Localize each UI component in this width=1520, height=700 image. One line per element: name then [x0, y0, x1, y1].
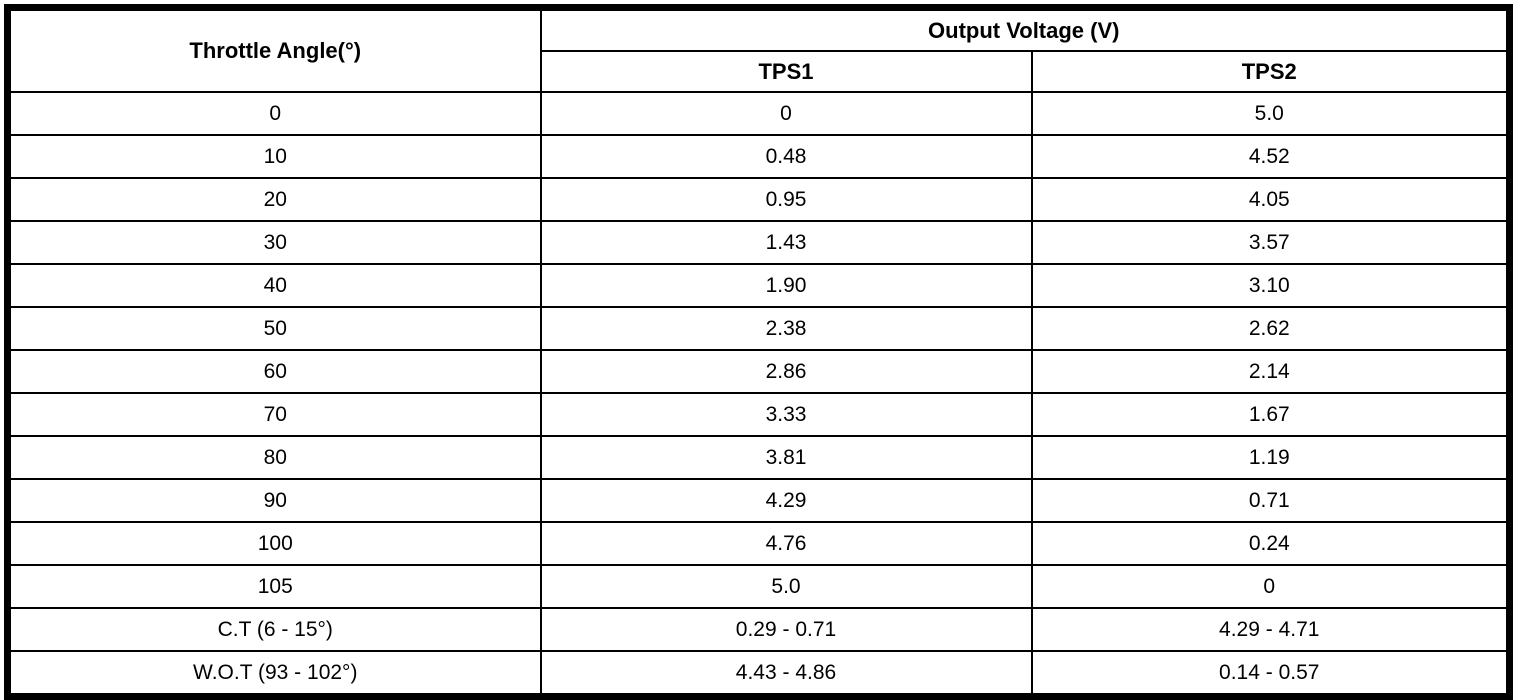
table-row: 40 1.90 3.10	[6, 263, 1511, 308]
table-body: 0 0 5.0 10 0.48 4.52 20 0.95 4.05 30 1.4…	[6, 91, 1511, 698]
cell-tps2: 4.29 - 4.71	[1030, 607, 1511, 652]
cell-tps2: 3.57	[1030, 220, 1511, 265]
table-row: 20 0.95 4.05	[6, 177, 1511, 222]
cell-throttle-angle: 105	[6, 564, 542, 609]
tps-voltage-spec-section: Throttle Angle(°) Output Voltage (V) TPS…	[4, 4, 1513, 700]
column-header-tps2: TPS2	[1030, 50, 1511, 93]
header-row-top: Throttle Angle(°) Output Voltage (V)	[6, 6, 1511, 93]
cell-tps2: 0	[1030, 564, 1511, 609]
cell-tps1: 3.33	[539, 392, 1033, 437]
cell-tps1: 0	[539, 91, 1033, 136]
cell-throttle-angle: C.T (6 - 15°)	[6, 607, 542, 652]
cell-tps1: 5.0	[539, 564, 1033, 609]
table-row: 70 3.33 1.67	[6, 392, 1511, 437]
table-row: 90 4.29 0.71	[6, 478, 1511, 523]
cell-tps1: 0.95	[539, 177, 1033, 222]
cell-throttle-angle: 50	[6, 306, 542, 351]
cell-throttle-angle: 60	[6, 349, 542, 394]
cell-tps1: 4.29	[539, 478, 1033, 523]
table-row: 60 2.86 2.14	[6, 349, 1511, 394]
table-row: 10 0.48 4.52	[6, 134, 1511, 179]
column-header-throttle-angle: Throttle Angle(°)	[6, 6, 542, 93]
column-header-output-voltage: Output Voltage (V)	[539, 6, 1511, 52]
table-row: 105 5.0 0	[6, 564, 1511, 609]
cell-tps2: 0.24	[1030, 521, 1511, 566]
cell-tps2: 1.67	[1030, 392, 1511, 437]
cell-throttle-angle: 10	[6, 134, 542, 179]
table-row: 80 3.81 1.19	[6, 435, 1511, 480]
cell-tps1: 0.48	[539, 134, 1033, 179]
table-row: 30 1.43 3.57	[6, 220, 1511, 265]
cell-throttle-angle: 90	[6, 478, 542, 523]
cell-tps1: 2.86	[539, 349, 1033, 394]
table-row: 100 4.76 0.24	[6, 521, 1511, 566]
table-header: Throttle Angle(°) Output Voltage (V) TPS…	[6, 6, 1511, 93]
cell-throttle-angle: 20	[6, 177, 542, 222]
cell-throttle-angle: 100	[6, 521, 542, 566]
cell-tps2: 0.71	[1030, 478, 1511, 523]
table-row: 50 2.38 2.62	[6, 306, 1511, 351]
cell-tps2: 2.14	[1030, 349, 1511, 394]
cell-tps1: 1.90	[539, 263, 1033, 308]
tps-voltage-table: Throttle Angle(°) Output Voltage (V) TPS…	[4, 4, 1513, 700]
cell-throttle-angle: 40	[6, 263, 542, 308]
cell-throttle-angle: 30	[6, 220, 542, 265]
cell-tps1: 2.38	[539, 306, 1033, 351]
header-row-sub: TPS1 TPS2	[8, 50, 1511, 93]
cell-tps2: 5.0	[1030, 91, 1511, 136]
table-row: 0 0 5.0	[6, 91, 1511, 136]
cell-throttle-angle: 0	[6, 91, 542, 136]
cell-throttle-angle: 80	[6, 435, 542, 480]
column-header-tps1: TPS1	[539, 50, 1033, 93]
table-row: C.T (6 - 15°) 0.29 - 0.71 4.29 - 4.71	[6, 607, 1511, 652]
cell-tps1: 4.76	[539, 521, 1033, 566]
cell-tps1: 1.43	[539, 220, 1033, 265]
cell-tps2: 4.52	[1030, 134, 1511, 179]
cell-tps1: 0.29 - 0.71	[539, 607, 1033, 652]
cell-throttle-angle: 70	[6, 392, 542, 437]
cell-tps2: 1.19	[1030, 435, 1511, 480]
cell-tps2: 3.10	[1030, 263, 1511, 308]
cell-tps2: 4.05	[1030, 177, 1511, 222]
cell-tps2: 2.62	[1030, 306, 1511, 351]
cell-tps1: 3.81	[539, 435, 1033, 480]
